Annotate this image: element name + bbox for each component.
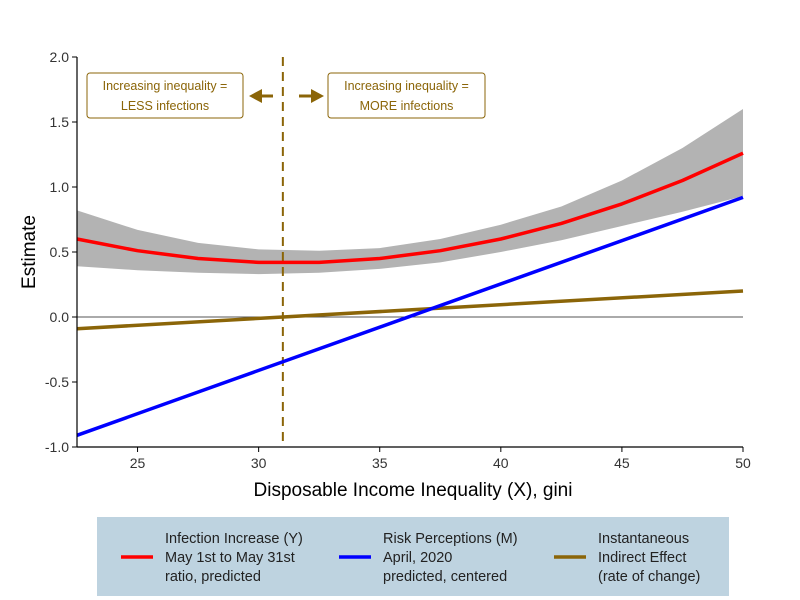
x-tick-label: 40 — [493, 455, 509, 471]
annotation-less-infections-text: LESS infections — [121, 99, 209, 113]
x-axis-title: Disposable Income Inequality (X), gini — [254, 480, 573, 501]
annotation-more-infections-box — [327, 72, 486, 119]
legend-item-risk-perceptions-label: Risk Perceptions (M) — [383, 531, 518, 547]
legend-item-infection-increase-label: Infection Increase (Y) — [165, 531, 303, 547]
legend-item-risk-perceptions-label: April, 2020 — [383, 550, 452, 566]
legend-item-indirect-effect-label: Instantaneous — [598, 531, 689, 547]
y-tick-label: 2.0 — [50, 49, 70, 65]
y-tick-label: 0.5 — [50, 244, 70, 260]
y-tick-label: -1.0 — [45, 439, 69, 455]
legend-background — [97, 517, 729, 596]
y-axis-title: Estimate — [19, 215, 40, 289]
legend: Infection Increase (Y) May 1st to May 31s… — [97, 517, 729, 596]
legend-item-indirect-effect-label: Indirect Effect — [598, 550, 686, 566]
annotations: Increasing inequality = LESS infections In… — [86, 72, 486, 119]
x-tick-label: 45 — [614, 455, 630, 471]
legend-item-infection-increase-label: May 1st to May 31st — [165, 550, 295, 566]
left-arrow-icon — [249, 89, 262, 103]
legend-item-indirect-effect-label: (rate of change) — [598, 569, 700, 585]
annotation-more-infections-text: MORE infections — [360, 99, 454, 113]
legend-item-risk-perceptions-label: predicted, centered — [383, 569, 507, 585]
x-tick-label: 25 — [130, 455, 146, 471]
y-tick-label: 0.0 — [50, 309, 70, 325]
annotation-more-infections-text: Increasing inequality = — [344, 79, 469, 93]
x-tick-label: 50 — [735, 455, 751, 471]
legend-item-infection-increase-label: ratio, predicted — [165, 569, 261, 585]
y-tick-label: 1.5 — [50, 114, 70, 130]
x-tick-label: 35 — [372, 455, 388, 471]
indirect-effect-line — [76, 289, 744, 331]
infection-increase-line — [76, 151, 744, 265]
plot-area — [76, 57, 744, 447]
x-tick-label: 30 — [251, 455, 267, 471]
right-arrow-icon — [311, 89, 324, 103]
y-tick-label: 1.0 — [50, 179, 70, 195]
axes: 25 30 35 40 45 50 -1.0 -0.5 0.0 0.5 1.0 1.5 2.0 — [45, 49, 751, 471]
confidence-band — [77, 109, 743, 275]
annotation-less-infections-box — [86, 72, 244, 119]
risk-perceptions-line — [76, 195, 744, 437]
y-tick-label: -0.5 — [45, 374, 69, 390]
annotation-less-infections-text: Increasing inequality = — [103, 79, 228, 93]
